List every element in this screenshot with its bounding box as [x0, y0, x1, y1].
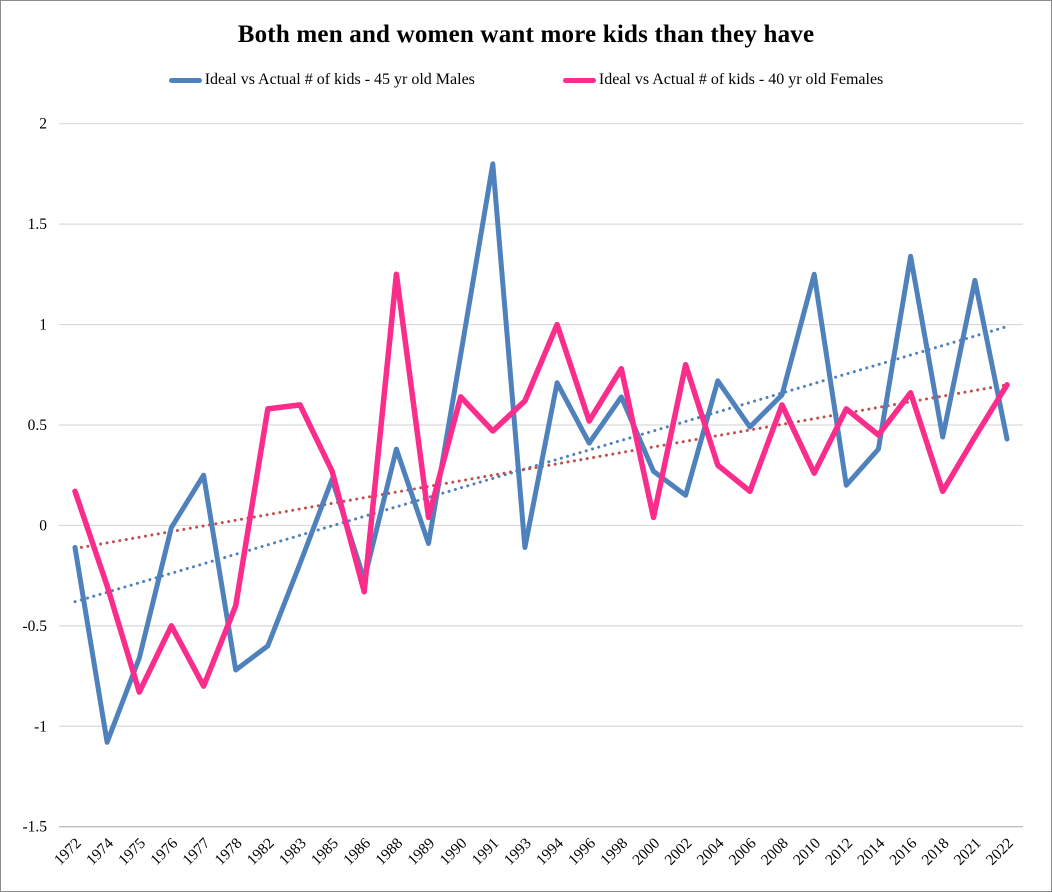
chart-legend: Ideal vs Actual # of kids - 45 yr old Ma…	[1, 71, 1051, 89]
y-axis-tick-label: 0.5	[28, 417, 48, 434]
x-axis-tick-label: 2014	[854, 835, 888, 869]
x-axis-tick-label: 1988	[372, 835, 406, 869]
x-axis-tick-label: 1991	[469, 835, 503, 869]
x-axis-tick-label: 1990	[437, 835, 471, 869]
females-line-swatch-icon	[562, 77, 596, 83]
x-axis-tick-label: 2012	[822, 835, 856, 869]
legend-item-males: Ideal vs Actual # of kids - 45 yr old Ma…	[168, 71, 475, 89]
x-axis-tick-label: 1978	[212, 835, 246, 869]
chart-title: Both men and women want more kids than t…	[237, 21, 815, 48]
x-axis-tick-label: 2021	[951, 835, 985, 869]
x-axis-tick-label: 2000	[629, 835, 663, 869]
x-axis-tick-label: 1989	[404, 835, 438, 869]
x-axis-tick-label: 1993	[501, 835, 535, 869]
y-axis-tick-label: 0	[39, 517, 47, 534]
x-axis-tick-label: 2008	[758, 835, 792, 869]
y-axis-tick-label: -0.5	[22, 618, 47, 635]
x-axis-tick-label: 1974	[83, 835, 117, 869]
legend-label-males: Ideal vs Actual # of kids - 45 yr old Ma…	[204, 71, 475, 88]
females-series-line	[72, 271, 1010, 695]
x-axis-tick-label: 2002	[662, 835, 696, 869]
y-axis-tick-label: -1	[34, 718, 47, 735]
legend-item-females: Ideal vs Actual # of kids - 40 yr old Fe…	[562, 71, 884, 89]
x-axis-tick-label: 2016	[886, 835, 920, 869]
x-axis-tick-label: 1998	[597, 835, 631, 869]
x-axis-tick-label: 1983	[276, 835, 310, 869]
x-axis-tick-label: 2022	[983, 835, 1017, 869]
x-axis-tick-label: 2006	[726, 835, 760, 869]
legend-label-females: Ideal vs Actual # of kids - 40 yr old Fe…	[598, 71, 884, 88]
x-axis-tick-label: 1986	[340, 835, 374, 869]
males-series-line	[72, 161, 1010, 745]
y-axis-tick-label: 1	[39, 317, 47, 334]
x-axis-tick-label: 1982	[244, 835, 278, 869]
y-axis-tick-label: -1.5	[22, 819, 47, 836]
x-axis-tick-label: 1975	[115, 835, 149, 869]
males-trendline	[73, 325, 1009, 604]
y-axis-tick-label: 2	[39, 116, 47, 133]
males-line-swatch-icon	[168, 77, 202, 83]
x-axis-tick-label: 1996	[565, 835, 599, 869]
y-axis-tick-label: 1.5	[28, 216, 48, 233]
x-axis-tick-label: 1994	[533, 835, 567, 869]
x-axis-tick-label: 2004	[694, 835, 728, 869]
x-axis-tick-label: 1976	[147, 835, 181, 869]
x-axis-tick-label: 2010	[790, 835, 824, 869]
x-axis-tick-label: 1972	[51, 835, 85, 869]
x-axis-tick-label: 1977	[179, 835, 213, 869]
x-axis-tick-label: 2018	[919, 835, 953, 869]
x-axis-tick-label: 1985	[308, 835, 342, 869]
